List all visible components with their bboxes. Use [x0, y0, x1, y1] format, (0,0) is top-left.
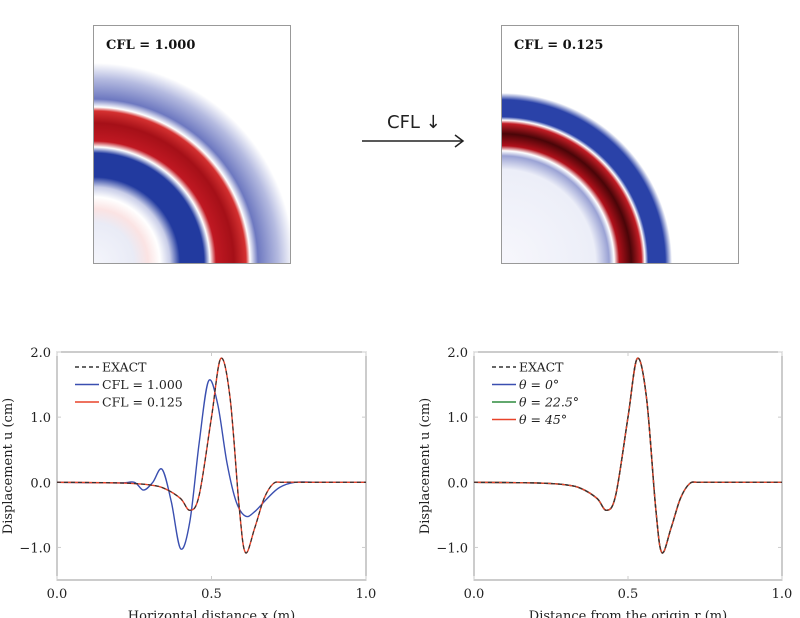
y-axis-label: Displacement u (cm) [1, 398, 16, 534]
legend-label: EXACT [519, 360, 564, 375]
series-line-exact [56, 357, 366, 554]
snapshot-label: CFL = 1.000 [106, 38, 196, 53]
x-tick-label: 0.5 [201, 587, 222, 602]
x-tick-label: 0.5 [618, 587, 639, 602]
plot-frame [473, 351, 783, 581]
wavefield-image-cfl-1 [94, 26, 290, 263]
snapshot-label: CFL = 0.125 [514, 38, 604, 53]
legend-label: θ = 45° [519, 412, 567, 427]
plot-frame [56, 351, 367, 581]
wavefield-image-cfl-0125 [502, 26, 738, 263]
y-tick-label: 0.0 [447, 476, 468, 491]
y-tick-label: −1.0 [436, 541, 468, 556]
snapshot-cfl-1: CFL = 1.000 [93, 25, 291, 264]
x-axis-label: Distance from the origin r (m) [529, 609, 727, 618]
series-line-exact [473, 357, 782, 554]
y-axis-label: Displacement u (cm) [418, 398, 433, 534]
chart-1: 0.0 0.5 1.0 2.0 1.0 0.0 −1.0 Horizontal distanc… [1, 346, 376, 618]
chart-2: 0.0 0.5 1.0 2.0 1.0 0.0 −1.0 Distance from the … [418, 346, 792, 618]
y-tick-label: 1.0 [30, 411, 51, 426]
legend-label: CFL = 0.125 [102, 395, 183, 410]
y-tick-label: −1.0 [19, 541, 51, 556]
series-line-cfl-1-000 [56, 379, 366, 550]
y-tick-label: 1.0 [447, 411, 468, 426]
x-tick-label: 0.0 [47, 587, 68, 602]
x-tick-label: 0.0 [464, 587, 485, 602]
legend-label: CFL = 1.000 [102, 377, 183, 392]
legend-label: EXACT [102, 360, 147, 375]
y-tick-label: 2.0 [447, 346, 468, 361]
x-axis-label: Horizontal distance x (m) [128, 609, 295, 618]
snapshot-cfl-0125: CFL = 0.125 [501, 25, 739, 264]
y-tick-label: 0.0 [30, 476, 51, 491]
x-tick-label: 1.0 [356, 587, 377, 602]
cfl-decrease-label: CFL ↓ [387, 112, 441, 133]
x-tick-label: 1.0 [772, 587, 793, 602]
legend-label: θ = 0° [519, 377, 559, 392]
legend-label: θ = 22.5° [519, 395, 579, 410]
y-tick-label: 2.0 [30, 346, 51, 361]
